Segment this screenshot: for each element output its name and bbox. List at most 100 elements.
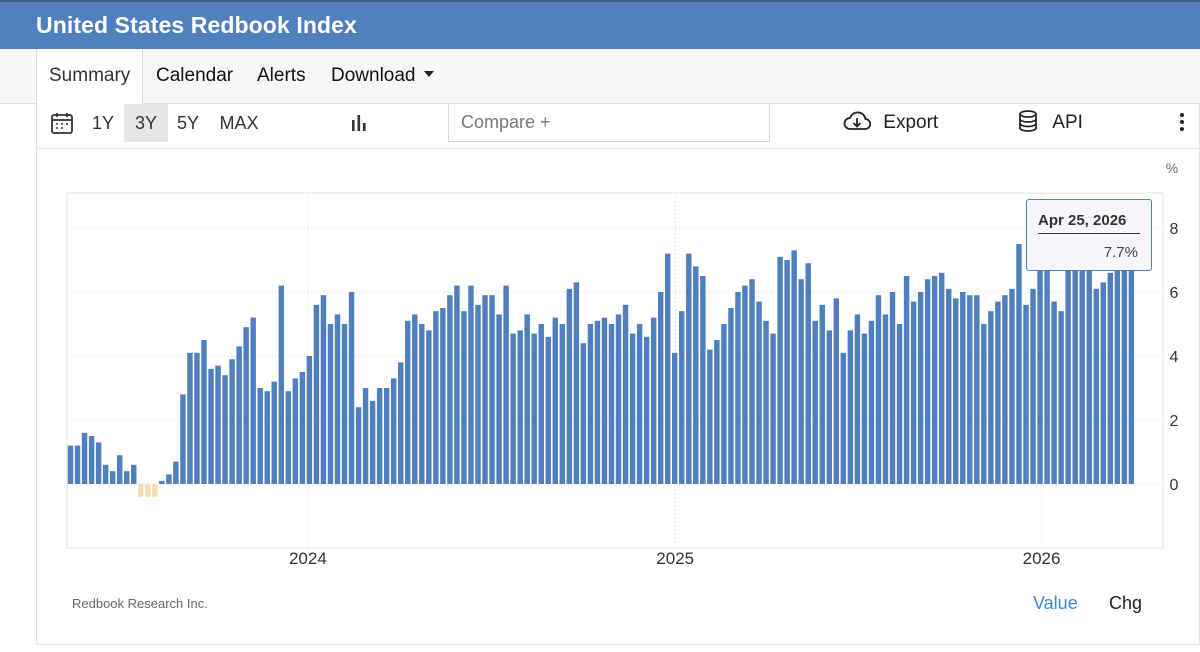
bar-chart-icon[interactable] <box>345 104 373 142</box>
bar[interactable] <box>447 295 453 484</box>
bar[interactable] <box>629 333 636 484</box>
bar[interactable] <box>109 471 116 484</box>
bar[interactable] <box>524 314 530 484</box>
bar[interactable] <box>988 311 994 484</box>
bar[interactable] <box>1093 288 1099 484</box>
bar[interactable] <box>1002 295 1008 484</box>
bar[interactable] <box>756 301 762 484</box>
bar[interactable] <box>482 295 488 484</box>
bar[interactable] <box>896 324 903 484</box>
tab-alerts[interactable]: Alerts <box>257 65 306 86</box>
bar[interactable] <box>1114 260 1121 484</box>
bar[interactable] <box>426 330 432 484</box>
bar[interactable] <box>995 301 1001 484</box>
bar[interactable] <box>1037 266 1043 484</box>
range-max-button[interactable]: MAX <box>219 113 259 133</box>
bar[interactable] <box>559 324 566 484</box>
bar[interactable] <box>1044 256 1050 484</box>
bar[interactable] <box>657 292 664 484</box>
bar[interactable] <box>1100 282 1106 484</box>
bar[interactable] <box>412 314 418 484</box>
kebab-menu-icon[interactable] <box>1179 113 1185 135</box>
bar[interactable] <box>454 285 460 484</box>
bar[interactable] <box>180 394 186 484</box>
bar[interactable] <box>362 388 369 484</box>
api-button[interactable]: API <box>1017 104 1083 142</box>
bar[interactable] <box>271 381 277 484</box>
bar[interactable] <box>938 272 945 484</box>
bar[interactable] <box>236 346 242 484</box>
bar[interactable] <box>700 276 706 484</box>
bar[interactable] <box>102 464 109 484</box>
bar[interactable] <box>398 362 404 484</box>
bar[interactable] <box>917 292 924 484</box>
bar[interactable] <box>889 292 896 484</box>
bar[interactable] <box>538 324 544 484</box>
bar[interactable] <box>250 317 256 484</box>
bar[interactable] <box>243 327 249 484</box>
bar[interactable] <box>791 250 797 484</box>
bar[interactable] <box>517 330 523 484</box>
bar[interactable] <box>672 352 678 484</box>
bar[interactable] <box>95 442 102 484</box>
bar[interactable] <box>468 285 474 484</box>
bar[interactable] <box>208 368 214 484</box>
bar[interactable] <box>854 314 861 484</box>
bar[interactable] <box>931 276 938 484</box>
bar[interactable] <box>679 311 685 484</box>
bar[interactable] <box>461 311 467 484</box>
bar[interactable] <box>847 330 854 484</box>
bar[interactable] <box>222 375 228 484</box>
range-1y-button[interactable]: 1Y <box>91 113 115 133</box>
bar[interactable] <box>348 292 355 484</box>
bar[interactable] <box>145 484 151 497</box>
bar[interactable] <box>131 464 137 484</box>
bar[interactable] <box>777 256 783 484</box>
bar[interactable] <box>974 295 980 484</box>
bar[interactable] <box>910 301 917 484</box>
bar[interactable] <box>1065 253 1071 484</box>
tab-download[interactable]: Download <box>331 49 434 104</box>
bar[interactable] <box>138 484 144 497</box>
bar[interactable] <box>601 317 608 484</box>
bar[interactable] <box>334 314 341 484</box>
bar[interactable] <box>489 295 495 484</box>
bar[interactable] <box>650 317 657 484</box>
bar[interactable] <box>833 298 840 484</box>
tab-calendar[interactable]: Calendar <box>156 65 234 86</box>
bar[interactable] <box>868 320 875 484</box>
bar[interactable] <box>805 263 811 484</box>
bar[interactable] <box>433 311 439 484</box>
bar[interactable] <box>475 304 481 484</box>
bar[interactable] <box>376 388 383 484</box>
bar[interactable] <box>1058 311 1064 484</box>
bar[interactable] <box>124 471 130 484</box>
bar[interactable] <box>812 320 818 484</box>
bar[interactable] <box>257 388 263 484</box>
bar[interactable] <box>1030 288 1036 484</box>
bar[interactable] <box>278 285 284 484</box>
value-toggle[interactable]: Value <box>1033 593 1078 613</box>
bar[interactable] <box>1107 272 1114 484</box>
bar[interactable] <box>1009 288 1015 484</box>
bar[interactable] <box>749 279 755 484</box>
bar[interactable] <box>503 285 509 484</box>
bar[interactable] <box>531 333 537 484</box>
bar[interactable] <box>1079 250 1085 484</box>
bar[interactable] <box>643 336 650 484</box>
export-button[interactable]: Export <box>842 104 938 142</box>
bar[interactable] <box>903 276 910 484</box>
bar[interactable] <box>882 314 889 484</box>
bar[interactable] <box>419 324 425 484</box>
bar[interactable] <box>510 333 516 484</box>
bar[interactable] <box>187 352 193 484</box>
bar[interactable] <box>159 480 165 484</box>
bar[interactable] <box>714 340 720 484</box>
bar[interactable] <box>215 365 221 484</box>
bar[interactable] <box>1016 244 1022 484</box>
bar[interactable] <box>116 455 123 484</box>
bar[interactable] <box>742 285 748 484</box>
bar[interactable] <box>770 333 776 484</box>
bar[interactable] <box>1051 301 1057 484</box>
bar[interactable] <box>615 314 622 484</box>
